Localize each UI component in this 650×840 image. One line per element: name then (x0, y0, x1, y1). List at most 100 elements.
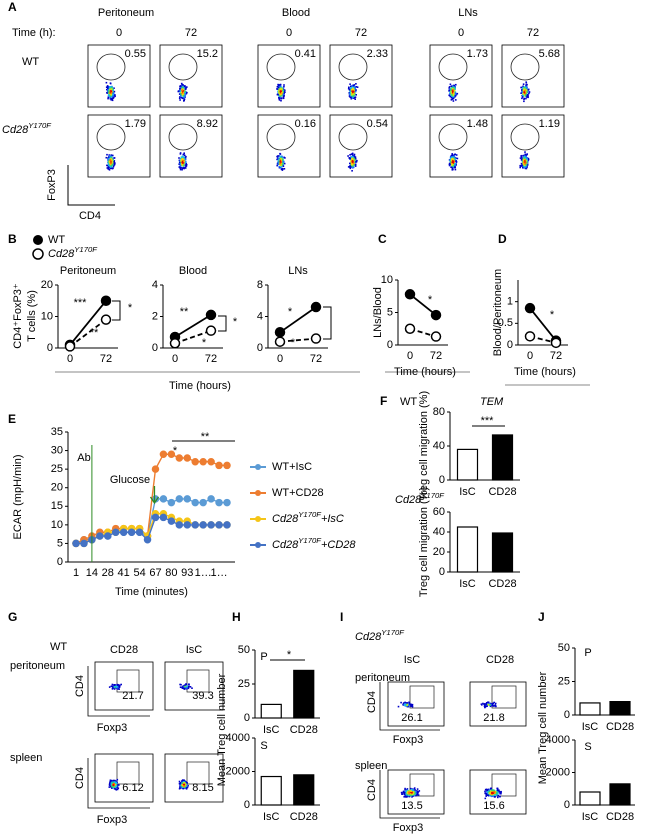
event-dot (181, 157, 184, 159)
event-dot (105, 86, 108, 88)
event-dot (185, 163, 188, 166)
data-point (111, 528, 120, 537)
gate-value: 21.7 (122, 690, 143, 702)
event-dot (454, 166, 456, 168)
event-dot (491, 703, 494, 705)
event-dot (183, 160, 185, 163)
event-dot (499, 795, 501, 798)
event-dot (524, 94, 526, 97)
data-point (151, 513, 160, 522)
event-dot (279, 94, 281, 97)
text-part: Cd28 (272, 539, 299, 551)
event-dot (485, 704, 488, 706)
event-dot (185, 87, 187, 89)
event-dot (452, 94, 455, 97)
event-dot (455, 99, 457, 101)
event-dot (180, 93, 182, 96)
annotation: ** (90, 327, 99, 339)
x-tick-label: CD28 (488, 486, 516, 498)
event-dot (178, 93, 181, 95)
event-dot (113, 162, 115, 165)
event-dot (183, 159, 186, 161)
event-dot (184, 164, 187, 166)
annotation: * (128, 302, 133, 314)
event-dot (109, 781, 111, 783)
event-dot (354, 88, 356, 90)
event-dot (450, 166, 452, 168)
event-dot (111, 786, 114, 788)
data-point (223, 461, 231, 470)
superscript: Y170F (421, 491, 445, 500)
event-dot (400, 701, 402, 704)
event-dot (451, 90, 454, 93)
data-point (167, 498, 176, 507)
event-dot (351, 97, 354, 99)
data-point (310, 301, 322, 313)
event-dot (449, 95, 451, 98)
event-dot (107, 97, 109, 100)
event-dot (115, 784, 117, 786)
x-tick-label: 72 (550, 350, 562, 362)
event-dot (179, 152, 182, 154)
event-dot (179, 165, 182, 167)
event-dot (453, 91, 455, 94)
event-dot (520, 162, 523, 165)
event-dot (179, 85, 181, 88)
time-header: 0 (116, 27, 122, 39)
event-dot (277, 163, 280, 166)
event-dot (185, 785, 188, 788)
event-dot (498, 789, 500, 792)
event-dot (350, 92, 352, 94)
event-dot (113, 782, 115, 785)
event-dot (353, 86, 355, 89)
event-dot (453, 87, 456, 89)
event-dot (107, 96, 110, 99)
flow-x-axis: Foxp3 (97, 814, 128, 826)
x-tick-label: 0 (67, 353, 73, 365)
event-dot (454, 158, 456, 160)
data-point (64, 341, 76, 352)
event-dot (527, 90, 529, 93)
event-dot (349, 92, 351, 95)
time-header: 72 (355, 27, 367, 39)
event-dot (112, 779, 115, 782)
event-dot (181, 158, 184, 161)
event-dot (185, 685, 187, 688)
event-dot (355, 89, 357, 91)
event-dot (452, 97, 455, 100)
significance-bracket (112, 300, 121, 321)
event-dot (279, 166, 282, 169)
event-dot (186, 685, 188, 688)
event-dot (119, 684, 121, 687)
event-dot (409, 703, 411, 705)
y-tick-label: 0 (439, 566, 445, 578)
panel-letter: F (380, 394, 387, 408)
event-dot (452, 96, 455, 99)
event-dot (181, 89, 183, 91)
event-dot (347, 155, 349, 157)
event-dot (184, 94, 187, 96)
flow-plot-frame (429, 44, 493, 108)
event-dot (115, 782, 118, 784)
event-dot (108, 157, 110, 160)
data-point (207, 457, 215, 466)
event-dot (416, 794, 418, 796)
event-dot (351, 160, 354, 162)
event-dot (276, 158, 278, 161)
event-dot (180, 91, 183, 93)
event-dot (349, 165, 351, 167)
gate (168, 53, 198, 81)
annotation: ** (201, 431, 210, 443)
event-dot (414, 789, 416, 791)
flow-plot-frame (94, 753, 154, 803)
legend-label: Cd28Y170F+CD28 (272, 536, 356, 551)
y-tick-label: 4 (152, 279, 158, 291)
event-dot (112, 97, 115, 99)
data-point (175, 454, 184, 462)
annotation: * (173, 445, 178, 457)
event-dot (182, 782, 185, 784)
event-dot (450, 92, 453, 95)
event-dot (490, 704, 492, 706)
superscript: Y170F (381, 628, 405, 637)
event-dot (280, 87, 282, 90)
